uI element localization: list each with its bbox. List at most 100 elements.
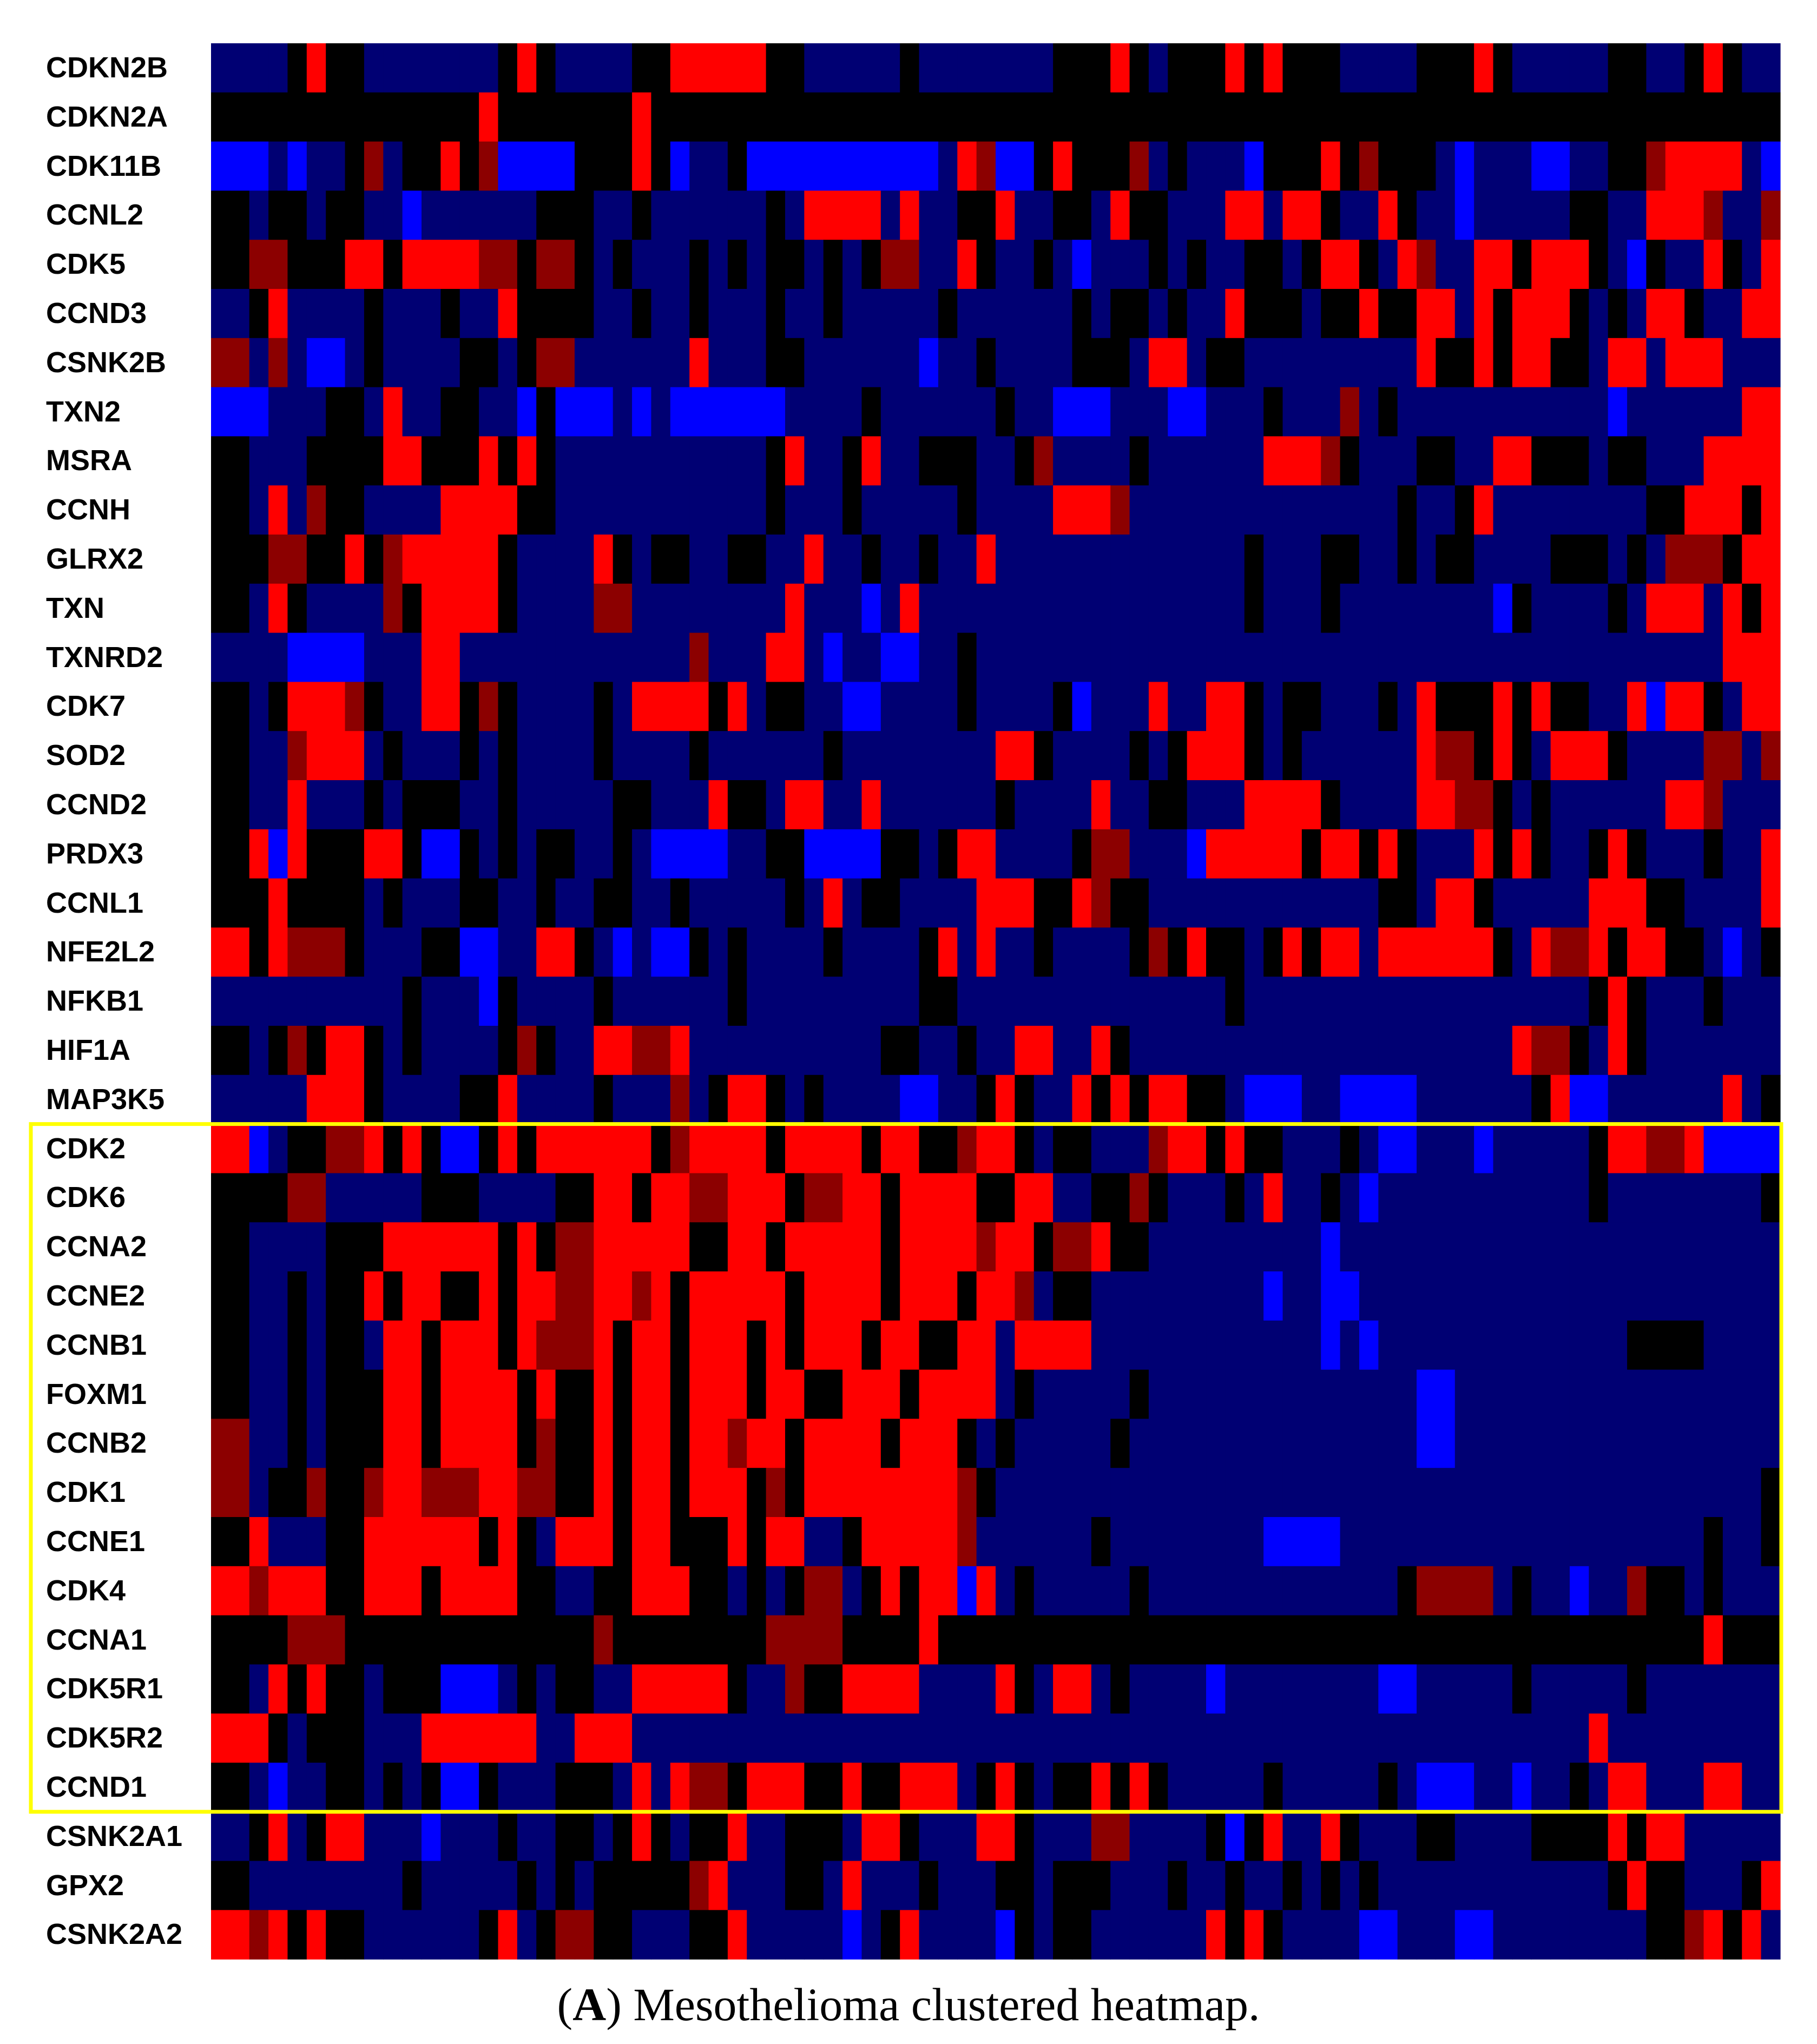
heatmap-cell — [1512, 1124, 1532, 1173]
heatmap-cell — [1684, 1173, 1704, 1223]
heatmap-cell — [1359, 1419, 1379, 1468]
heatmap-cell — [1148, 977, 1168, 1026]
heatmap-cell — [345, 1910, 365, 1960]
heatmap-cell — [708, 240, 728, 289]
heatmap-cell — [1206, 1664, 1226, 1714]
heatmap-cell — [1282, 977, 1302, 1026]
heatmap-cell — [306, 43, 326, 93]
heatmap-cell — [900, 731, 920, 781]
heatmap-cell — [1608, 141, 1628, 191]
heatmap-cell — [1397, 141, 1417, 191]
heatmap-cell — [1033, 92, 1054, 142]
heatmap-cell — [1512, 485, 1532, 535]
heatmap-cell — [689, 1124, 709, 1173]
heatmap-cell — [1417, 1124, 1437, 1173]
heatmap-cell — [1187, 535, 1207, 584]
heatmap-cell — [1722, 190, 1742, 240]
heatmap-cell — [919, 829, 939, 879]
heatmap-cell — [632, 1173, 652, 1223]
heatmap-cell — [1761, 141, 1781, 191]
heatmap-cell — [957, 1664, 977, 1714]
heatmap-cell — [1417, 1861, 1437, 1910]
heatmap-cell — [555, 1910, 575, 1960]
heatmap-cell — [1168, 1074, 1188, 1125]
heatmap-cell — [708, 632, 728, 682]
heatmap-cell — [900, 927, 920, 977]
heatmap-cell — [345, 1517, 365, 1567]
heatmap-cell — [345, 1566, 365, 1616]
heatmap-cell — [880, 338, 900, 388]
heatmap-cell — [976, 1271, 996, 1321]
heatmap-cell — [880, 632, 900, 682]
heatmap-cell — [479, 1615, 499, 1665]
heatmap-cell — [938, 1320, 958, 1370]
heatmap-cell — [1015, 878, 1035, 928]
row-label: CDK5 — [46, 248, 126, 281]
heatmap-cell — [345, 583, 365, 634]
heatmap-cell — [1072, 1713, 1092, 1763]
heatmap-cell — [957, 1910, 977, 1960]
heatmap-cell — [268, 485, 288, 535]
heatmap-cell — [1340, 632, 1360, 682]
heatmap-cell — [689, 387, 709, 437]
heatmap-cell — [517, 1517, 537, 1567]
heatmap-cell — [823, 682, 843, 731]
heatmap-cell — [785, 731, 805, 781]
heatmap-cell — [766, 1320, 786, 1370]
heatmap-cell — [670, 1910, 690, 1960]
heatmap-cell — [1168, 1468, 1188, 1518]
heatmap-cell — [1589, 1271, 1609, 1321]
heatmap-cell — [1608, 1468, 1628, 1518]
heatmap-cell — [1378, 1468, 1398, 1518]
heatmap-cell — [1684, 338, 1704, 388]
heatmap-cell — [1703, 1664, 1723, 1714]
heatmap-cell — [861, 1222, 881, 1272]
heatmap-cell — [708, 485, 728, 535]
heatmap-cell — [632, 1369, 652, 1419]
heatmap-cell — [727, 1419, 747, 1468]
heatmap-cell — [861, 1763, 881, 1812]
heatmap-cell — [1263, 1271, 1283, 1321]
heatmap-cell — [1129, 1763, 1149, 1812]
heatmap-cell — [1148, 1811, 1168, 1862]
heatmap-cell — [402, 1763, 422, 1812]
heatmap-cell — [230, 1320, 250, 1370]
heatmap-cell — [842, 1222, 863, 1272]
heatmap-cell — [1129, 43, 1149, 93]
heatmap-cell — [1110, 1861, 1130, 1910]
heatmap-cell — [1148, 731, 1168, 781]
heatmap-cell — [306, 1811, 326, 1862]
heatmap-cell — [1206, 1124, 1226, 1173]
heatmap-cell — [1359, 632, 1379, 682]
heatmap-cell — [1321, 1910, 1341, 1960]
heatmap-cell — [708, 387, 728, 437]
heatmap-cell — [402, 1468, 422, 1518]
heatmap-cell — [1340, 977, 1360, 1026]
heatmap-cell — [613, 1910, 633, 1960]
heatmap-cell — [364, 1811, 384, 1862]
heatmap-cell — [422, 977, 441, 1026]
heatmap-cell — [651, 43, 671, 93]
heatmap-cell — [708, 1124, 728, 1173]
heatmap-cell — [1321, 1517, 1341, 1567]
heatmap-cell — [861, 338, 881, 388]
heatmap-cell — [976, 731, 996, 781]
heatmap-cell — [383, 338, 403, 388]
heatmap-cell — [1531, 92, 1551, 142]
heatmap-cell — [1474, 1074, 1494, 1125]
heatmap-cell — [422, 190, 441, 240]
heatmap-cell — [1282, 1369, 1302, 1419]
heatmap-cell — [1282, 240, 1302, 289]
heatmap-cell — [1148, 289, 1168, 339]
heatmap-cell — [1378, 1861, 1398, 1910]
heatmap-cell — [1531, 1369, 1551, 1419]
heatmap-cell — [459, 338, 479, 388]
heatmap-cell — [842, 731, 863, 781]
heatmap-cell — [727, 977, 747, 1026]
heatmap-cell — [364, 632, 384, 682]
heatmap-cell — [708, 1763, 728, 1812]
heatmap-cell — [842, 1468, 863, 1518]
heatmap-cell — [440, 535, 460, 584]
heatmap-cell — [459, 240, 479, 289]
